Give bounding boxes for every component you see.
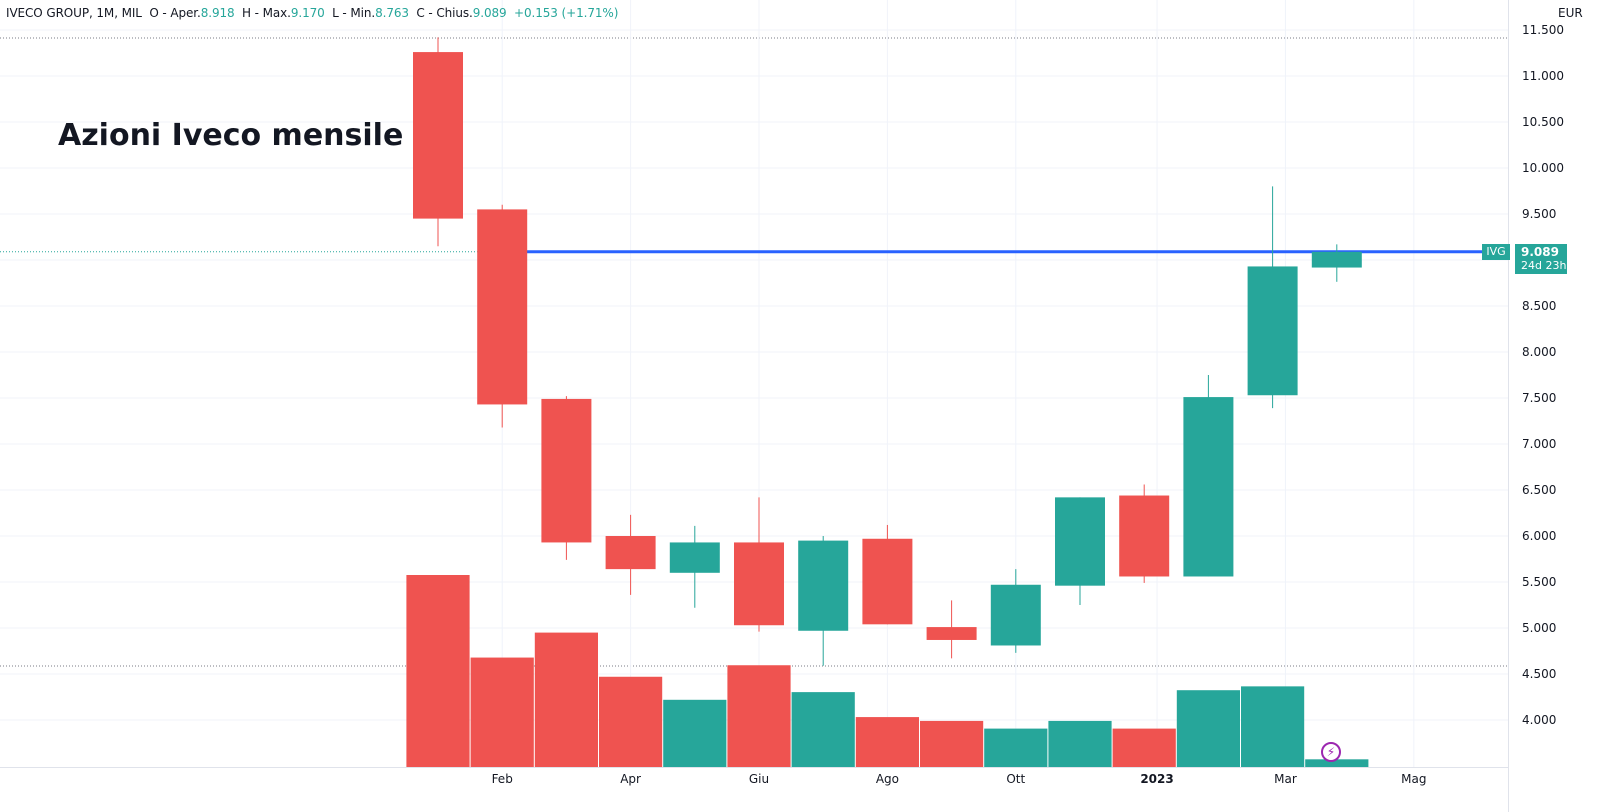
volume-bar — [1112, 728, 1176, 767]
candle-body[interactable] — [734, 542, 784, 626]
y-tick-label: 10.500 — [1522, 115, 1564, 129]
volume-bar — [599, 676, 663, 767]
x-tick-label: Ott — [1006, 772, 1025, 786]
y-tick-label: 9.500 — [1522, 207, 1556, 221]
y-tick-label: 5.500 — [1522, 575, 1556, 589]
candle-body[interactable] — [862, 538, 913, 625]
candle-body[interactable] — [413, 52, 463, 219]
candle-body[interactable] — [798, 540, 849, 631]
legend-change: +0.153 (+1.71%) — [514, 6, 619, 20]
candle-body[interactable] — [605, 536, 656, 570]
candle-body[interactable] — [1183, 397, 1234, 577]
last-price: 9.089 — [1521, 245, 1559, 259]
legend-high: 9.170 — [290, 6, 325, 20]
candle-body[interactable] — [541, 398, 592, 543]
y-tick-label: 8.500 — [1522, 299, 1556, 313]
volume-bar — [920, 720, 984, 767]
legend: IVECO GROUP, 1M, MIL O - Aper.8.918 H - … — [6, 6, 618, 20]
volume-bar — [1305, 759, 1369, 767]
candle-body[interactable] — [1311, 251, 1362, 268]
volume-bar — [470, 657, 534, 767]
lightning-icon[interactable]: ⚡ — [1321, 742, 1341, 762]
volume-bar — [855, 717, 919, 767]
legend-low-label: L - Min. — [332, 6, 376, 20]
y-tick-label: 6.000 — [1522, 529, 1556, 543]
legend-close-label: C - Chius. — [416, 6, 473, 20]
currency-label: EUR — [1558, 6, 1583, 20]
y-tick-label: 8.000 — [1522, 345, 1556, 359]
candle-body[interactable] — [990, 584, 1041, 646]
legend-symbol[interactable]: IVECO GROUP, 1M, MIL — [6, 6, 142, 20]
x-tick-label: Mar — [1274, 772, 1297, 786]
legend-open-label: O - Aper. — [149, 6, 201, 20]
y-tick-label: 5.000 — [1522, 621, 1556, 635]
volume-bar — [791, 692, 855, 767]
candle-body[interactable] — [1247, 266, 1298, 396]
x-tick-label: Giu — [749, 772, 769, 786]
volume-bar — [534, 632, 598, 767]
candle-body[interactable] — [477, 209, 528, 405]
legend-low: 8.763 — [375, 6, 409, 20]
legend-close: 9.089 — [472, 6, 507, 20]
y-tick-label: 4.500 — [1522, 667, 1556, 681]
candle-body[interactable] — [1055, 497, 1105, 586]
candle-body[interactable] — [926, 627, 977, 640]
y-tick-label: 11.000 — [1522, 69, 1564, 83]
y-tick-label: 11.500 — [1522, 23, 1564, 37]
x-tick-label: 2023 — [1140, 772, 1173, 786]
volume-bar — [1048, 720, 1112, 767]
x-tick-label: Mag — [1401, 772, 1426, 786]
volume-bar — [1176, 690, 1240, 767]
x-tick-label: Ago — [876, 772, 899, 786]
x-tick-label: Apr — [620, 772, 641, 786]
legend-high-label: H - Max. — [242, 6, 291, 20]
candle-body[interactable] — [1119, 495, 1170, 577]
axes: 11.50011.00010.50010.0009.5009.0008.5008… — [0, 0, 1564, 812]
volume-bar — [663, 699, 727, 767]
legend-open: 8.918 — [200, 6, 235, 20]
volume-bar — [727, 665, 791, 767]
volume-bar — [406, 575, 470, 767]
last-price-tag: 9.089 24d 23h — [1515, 244, 1567, 274]
y-tick-label: 4.000 — [1522, 713, 1556, 727]
candle-body[interactable] — [669, 542, 720, 573]
y-tick-label: 7.500 — [1522, 391, 1556, 405]
volume-bar — [984, 728, 1048, 767]
y-tick-label: 6.500 — [1522, 483, 1556, 497]
x-tick-label: Feb — [492, 772, 513, 786]
candles[interactable] — [413, 37, 1362, 666]
bar-countdown: 24d 23h — [1521, 259, 1567, 272]
volume-bars — [406, 575, 1369, 767]
volume-bar — [1241, 686, 1305, 767]
symbol-tag: IVG — [1482, 244, 1510, 260]
y-tick-label: 7.000 — [1522, 437, 1556, 451]
y-tick-label: 10.000 — [1522, 161, 1564, 175]
chart-title: Azioni Iveco mensile — [58, 118, 404, 153]
